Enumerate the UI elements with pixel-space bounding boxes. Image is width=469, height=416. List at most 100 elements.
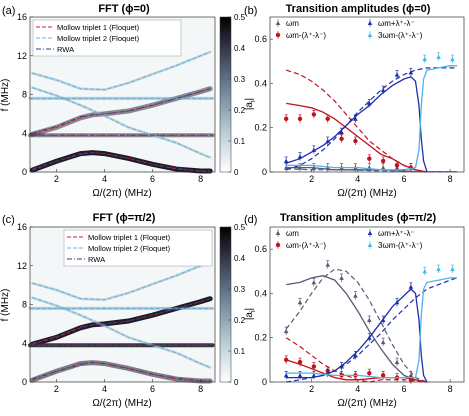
x-tick-label: 8	[448, 174, 453, 184]
data-point	[325, 116, 330, 122]
y-axis-label-b-main: |a	[244, 102, 255, 111]
y-tick-label: 0.4	[254, 78, 267, 88]
panel-c: (c) FFT (ϕ=π/2) 2 4 6 8 0 4 8 12 16 Ω/(2π) (MHz)…	[0, 212, 246, 409]
y-tick-label: 12	[17, 51, 27, 61]
colorbar-tick-label: 0.5	[234, 223, 246, 232]
data-point	[339, 129, 344, 135]
data-point	[436, 266, 441, 272]
data-point	[353, 293, 358, 298]
legend-label-mollow1-c: Mollow triplet 1 (Floquet)	[88, 233, 171, 242]
data-point	[367, 370, 372, 376]
y-tick-label: 0.6	[254, 244, 267, 254]
data-point	[408, 373, 414, 378]
panel-d: (d) Transition amplitudes (ϕ=π/2) 2 4 6 8 0 0…	[244, 212, 465, 409]
x-tick-label: 8	[198, 384, 203, 394]
panel-label-a: (a)	[2, 5, 15, 17]
x-tick-label: 4	[355, 384, 360, 394]
colorbar-tick-label: 0.3	[234, 75, 246, 84]
data-point	[297, 359, 303, 365]
data-point	[283, 158, 289, 163]
data-point	[297, 373, 303, 378]
colorbar-ticks-a: 0 0.1 0.2 0.3 0.4 0.5	[228, 13, 246, 177]
heatmap-c	[28, 260, 215, 384]
y-axis-label-d-main: |a	[244, 312, 255, 321]
y-tick-label: 0	[22, 167, 27, 177]
panel-label-b: (b)	[244, 5, 257, 17]
legend-label-mollow2-c: Mollow triplet 2 (Floquet)	[88, 244, 171, 253]
x-tick-label: 2	[54, 174, 59, 184]
mollow1-lower-line	[32, 362, 211, 382]
panel-a: (a) FFT (ϕ=0) 2 4 6 8 0 4 8 12 16 Ω/(2π) (MHz) f…	[0, 3, 246, 199]
y-tick-label: 4	[22, 128, 27, 138]
y-axis-label-c: f (MHz)	[0, 289, 11, 322]
rwa-lower-line	[32, 152, 211, 172]
data-point	[353, 353, 358, 358]
y-tick-label: 8	[22, 90, 27, 100]
data-point	[339, 136, 344, 141]
axis-ticks-a: 2 4 6 8 0 4 8 12 16	[17, 12, 203, 184]
x-tick-label: 4	[355, 174, 360, 184]
legend-label-mollow1-a: Mollow triplet 1 (Floquet)	[57, 23, 140, 32]
data-point	[367, 156, 372, 161]
series-solid-line	[286, 277, 458, 379]
data-point	[283, 165, 289, 170]
data-point	[311, 364, 317, 369]
legend-label: ωm+λ⁺-λ⁻	[378, 19, 415, 28]
data-point	[380, 158, 386, 164]
data-point	[297, 116, 303, 122]
legend-box-a	[32, 19, 182, 57]
x-tick-label: 4	[102, 384, 107, 394]
data-point	[311, 147, 317, 152]
x-tick-label: 2	[309, 384, 314, 394]
axis-ticks-b: 2 4 6 8 0 0.2 0.4 0.6	[254, 34, 452, 184]
y-tick-label: 8	[22, 300, 27, 310]
data-point	[311, 165, 317, 170]
legend-label: ωm	[286, 19, 299, 28]
panel-label-c: (c)	[2, 214, 15, 226]
rwa-lower-line	[32, 362, 211, 382]
rwa-upper-line	[32, 88, 211, 134]
y-tick-label: 0.4	[254, 288, 267, 298]
data-point	[394, 299, 400, 305]
data-point	[450, 266, 455, 272]
data-point	[325, 262, 331, 267]
y-tick-label: 0	[262, 377, 267, 387]
panel-title-b: Transition amplitudes (ϕ=0)	[286, 3, 431, 15]
series-solid-line	[286, 65, 458, 171]
colorbar-tick-label: 0.2	[234, 106, 246, 115]
data-point	[311, 373, 317, 378]
plot-area-b	[283, 52, 458, 173]
y-tick-label: 12	[17, 261, 27, 271]
data-point	[297, 165, 303, 170]
series-dashed-line	[285, 268, 428, 383]
legend-label-rwa-a: RWA	[57, 45, 74, 54]
y-axis-label-d-sub: i	[250, 310, 257, 312]
y-axis-label-d-bar: |	[244, 308, 255, 311]
data-point	[353, 116, 358, 121]
data-point	[311, 112, 317, 117]
colorbar-tick-label: 0.1	[234, 347, 246, 356]
mollow2-upper-line	[32, 51, 211, 91]
colorbar-tick-label: 0.2	[234, 316, 246, 325]
rwa-upper-line	[32, 298, 211, 344]
colorbar-c	[219, 226, 232, 383]
legend-a: Mollow triplet 1 (Floquet) Mollow triple…	[32, 19, 182, 57]
panel-title-d: Transition amplitudes (ϕ=π/2)	[280, 212, 437, 224]
series-solid-line	[286, 102, 428, 173]
plot-frame-b	[269, 16, 465, 173]
data-point	[325, 138, 331, 143]
legend-d: ωm ωm-(λ⁺-λ⁻) ωm+λ⁺-λ⁻ 3ωm-(λ⁺-λ⁻)	[275, 229, 423, 250]
data-point	[380, 373, 386, 378]
series-solid-line	[286, 275, 428, 383]
colorbar-ticks-c: 0 0.1 0.2 0.3 0.4 0.5	[228, 223, 246, 387]
legend-label: ωm	[286, 229, 299, 238]
colorbar-tick-label: 0.3	[234, 285, 246, 294]
panel-title-a: FFT (ϕ=0)	[98, 3, 150, 15]
panel-label-d: (d)	[244, 214, 257, 226]
data-point	[367, 101, 372, 106]
axis-ticks-c: 2 4 6 8 0 4 8 12 16	[17, 222, 203, 394]
data-point	[297, 299, 303, 305]
x-tick-label: 4	[102, 174, 107, 184]
y-tick-label: 0.6	[254, 34, 267, 44]
colorbar-a	[219, 16, 232, 173]
